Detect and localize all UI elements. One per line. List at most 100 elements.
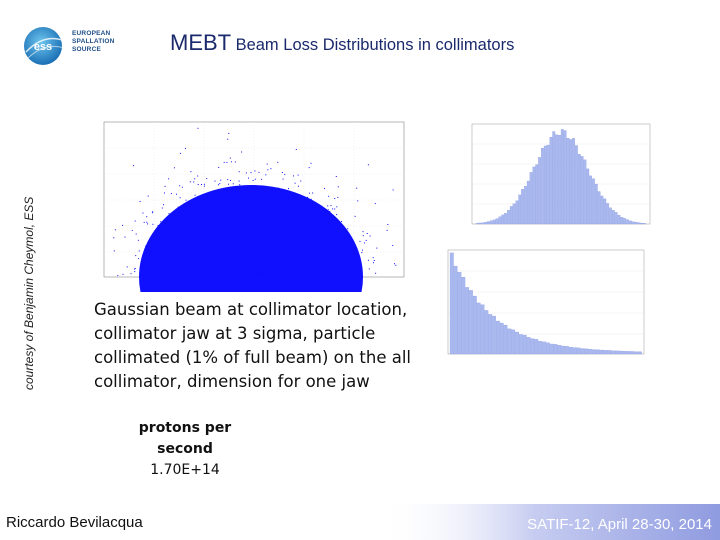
hist1-bar xyxy=(583,159,587,225)
hist1-bar xyxy=(603,198,607,225)
hist1-bar xyxy=(577,154,581,225)
hist1-bar xyxy=(555,134,558,225)
hist1-bar xyxy=(515,200,519,225)
hist1-bar xyxy=(560,129,564,225)
hist2-bar xyxy=(565,346,569,355)
hist2-bar xyxy=(588,348,592,355)
beam-description: Gaussian beam at collimator location, co… xyxy=(94,300,412,391)
hist2-bar xyxy=(507,328,512,355)
hist1-bar xyxy=(552,131,556,225)
hist1-bar xyxy=(549,137,553,225)
hist1-bar xyxy=(504,213,507,225)
hist2-bar xyxy=(519,334,523,355)
hist2-bar xyxy=(503,324,508,355)
hist1-bar xyxy=(626,219,629,225)
hist2-bar xyxy=(449,252,454,355)
hist1-bar xyxy=(541,147,544,225)
scatter-points-halo xyxy=(113,127,397,278)
hist1-bar xyxy=(600,195,604,225)
hist2-bar xyxy=(607,350,612,355)
transverse-histogram xyxy=(428,118,664,238)
hist1-bar xyxy=(609,207,612,225)
hist2-bar xyxy=(499,322,504,355)
hist1-bar xyxy=(592,178,595,225)
logo-line-1: EUROPEAN xyxy=(72,30,111,37)
hist2-bar xyxy=(595,349,600,355)
hist1-bar xyxy=(589,175,592,225)
hist1-bar xyxy=(538,157,541,225)
hist2-bar xyxy=(553,344,558,355)
hist1-bar xyxy=(526,180,530,225)
hist2-bar xyxy=(530,338,535,355)
hist1-bar xyxy=(487,221,490,225)
hist1-bar xyxy=(543,145,547,225)
hist1-bar xyxy=(569,139,573,225)
hist1-bar xyxy=(628,220,632,225)
hist2-bar xyxy=(572,347,577,355)
hist1-bar xyxy=(597,191,601,225)
hist2-bar xyxy=(542,341,546,355)
hist2-bar xyxy=(580,348,585,355)
hist1-bar xyxy=(524,186,527,225)
author-name: Riccardo Bevilacqua xyxy=(6,514,143,531)
hist2-bar xyxy=(584,348,589,355)
hist2-bar xyxy=(492,315,496,355)
hist2-bar xyxy=(476,302,481,355)
hist1-bar xyxy=(643,223,646,225)
hist1-bar xyxy=(617,214,621,225)
hist2-bar xyxy=(465,287,470,355)
protons-label: protons per second xyxy=(138,420,232,457)
hist2-bar xyxy=(611,350,615,355)
hist2-bar xyxy=(630,351,635,355)
hist1-bar xyxy=(478,222,482,225)
hist2-bar xyxy=(526,337,531,355)
hist2-bar xyxy=(522,334,527,355)
slide-title: MEBT Beam Loss Distributions in collimat… xyxy=(170,30,514,56)
hist2-bar xyxy=(561,345,566,355)
hist1-bar xyxy=(529,172,533,225)
ess-logo: ess EUROPEAN SPALLATION SOURCE xyxy=(20,22,120,72)
protons-value: 1.70E+14 xyxy=(150,462,220,478)
protons-per-second: protons per second 1.70E+14 xyxy=(110,418,260,481)
depth-histogram xyxy=(428,246,664,360)
hist1-bar xyxy=(580,156,584,225)
hist1-bar xyxy=(507,210,510,225)
footer-bar xyxy=(380,504,720,540)
hist2-bar xyxy=(599,349,604,355)
hist2-bar xyxy=(534,339,539,355)
hist1-bar xyxy=(572,138,575,225)
hist1-bar xyxy=(640,222,643,225)
hist1-bar xyxy=(492,219,496,225)
hist1-bar xyxy=(498,216,502,225)
hist2-bar xyxy=(615,350,619,355)
transverse-histogram-svg xyxy=(471,123,651,225)
hist1-bar xyxy=(606,203,609,225)
hist1-bar xyxy=(501,214,505,225)
conference-label: SATIF-12, April 28-30, 2014 xyxy=(527,516,712,533)
hist1-bar xyxy=(546,144,550,225)
hist2-bar xyxy=(557,345,562,355)
hist1-bar xyxy=(535,164,539,225)
hist1-bar xyxy=(475,223,479,225)
beam-scatter-plot xyxy=(76,116,410,292)
hist1-bar xyxy=(586,168,590,225)
hist1-bar xyxy=(575,145,578,225)
hist2-bar xyxy=(638,351,642,355)
hist2-bar xyxy=(457,272,462,355)
hist2-bar xyxy=(634,351,638,355)
hist1-bar xyxy=(620,217,624,225)
logo-mark-text: ess xyxy=(34,41,52,53)
image-credit: courtesy of Benjamin Cheymol, ESS xyxy=(22,196,36,390)
hist1-bar xyxy=(518,194,522,225)
hist1-bar xyxy=(484,222,488,225)
hist2-bar xyxy=(480,304,485,355)
beam-scatter-svg xyxy=(103,121,405,292)
hist2-bar xyxy=(603,350,608,355)
hist2-bar xyxy=(488,314,493,355)
logo-line-2: SPALLATION xyxy=(72,38,115,45)
hist1-bar xyxy=(637,222,641,225)
hist2-bar xyxy=(545,342,550,355)
hist1-bar xyxy=(566,137,570,225)
hist1-bar xyxy=(558,135,561,225)
slide-title-main: MEBT xyxy=(170,30,232,55)
